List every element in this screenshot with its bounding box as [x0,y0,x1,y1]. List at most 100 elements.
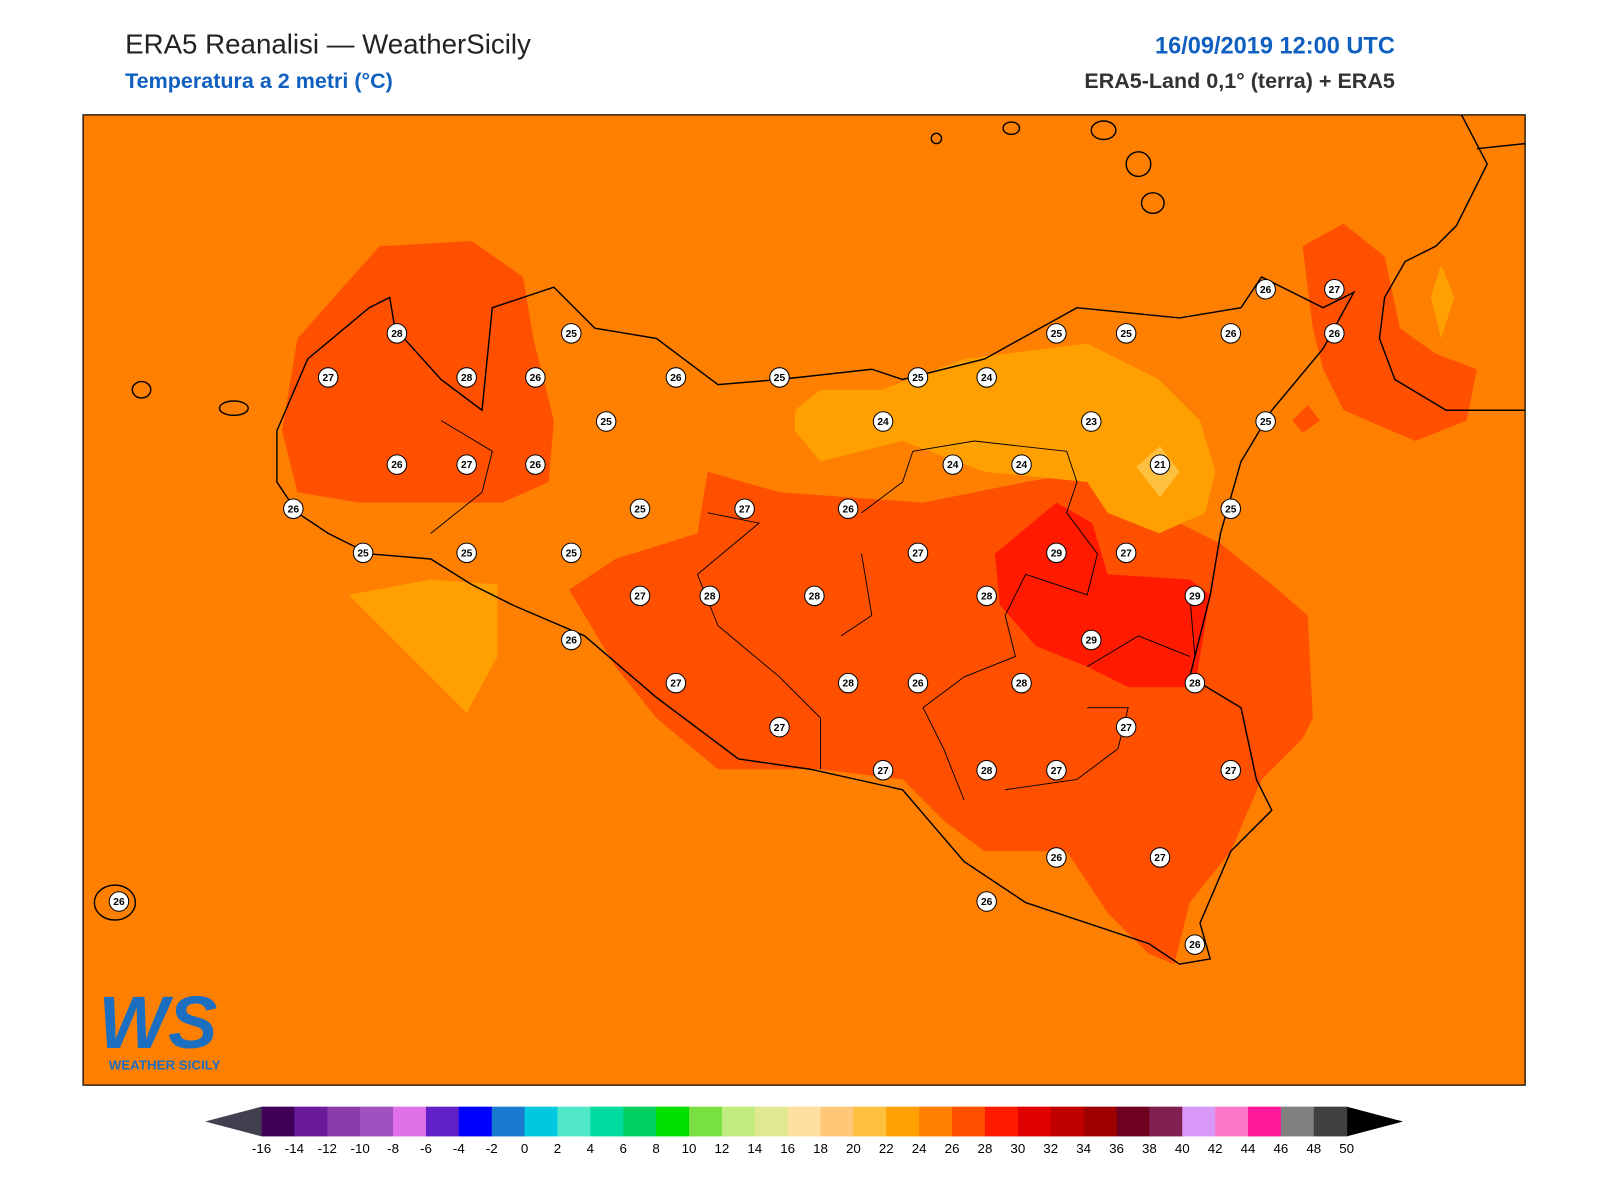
station: 26 [907,672,929,694]
station: 26 [976,891,997,912]
colorbar-tick-label: 44 [1241,1141,1256,1156]
station-marker [1184,672,1206,694]
colorbar-tick-label: -12 [318,1141,337,1156]
colorbar-tick-label: 26 [945,1141,960,1156]
station-marker [386,323,408,344]
colorbar-swatch [327,1106,361,1137]
station: 26 [561,629,582,651]
station: 27 [629,585,651,607]
station-value: 28 [981,591,993,602]
station-marker [629,498,651,519]
colorbar-swatch [886,1106,920,1137]
station: 27 [456,454,477,475]
station-marker [837,672,859,694]
colorbar-swatch [919,1106,953,1137]
station-marker [769,367,790,388]
colorbar-tick-label: -4 [453,1141,465,1156]
station: 26 [837,498,859,519]
station-value: 24 [1016,460,1028,471]
colorbar-swatch [1215,1106,1249,1137]
station-marker [561,542,582,564]
station-value: 26 [1051,853,1063,864]
station: 25 [907,367,929,388]
station-value: 25 [774,373,786,384]
colorbar: -16 -14 -12 -10 -8 -6 -4 -2 0 2 4 6 8 10 12 14 16 18 20 22 2… [205,1106,1404,1156]
colorbar-tick-label: 34 [1076,1141,1091,1156]
station-marker [386,454,408,475]
station-value: 26 [1189,940,1201,951]
station-value: 29 [1086,636,1098,647]
station-value: 27 [634,591,646,602]
station: 27 [907,542,929,564]
station-marker [907,367,929,388]
station-value: 25 [600,417,612,428]
colorbar-swatch [1149,1106,1183,1137]
station-value: 26 [391,460,403,471]
station-value: 25 [1260,417,1272,428]
station: 21 [1149,454,1171,475]
station: 26 [1324,323,1345,344]
stations: 28 25 27 28 26 26 25 25 26 27 26 26 25 25 25 25 27 26 25 24… [108,278,1345,955]
station-value: 27 [877,766,889,777]
colorbar-tick-label: 22 [879,1141,894,1156]
station-marker [1115,716,1137,738]
colorbar-tick-label: -8 [387,1141,399,1156]
station: 26 [1046,847,1067,868]
station-value: 27 [461,460,473,471]
station: 27 [1149,847,1171,868]
station: 25 [561,323,582,344]
station-value: 27 [1154,853,1166,864]
colorbar-tick-label: -10 [351,1141,370,1156]
colorbar-swatch [1017,1106,1052,1137]
station-marker [1184,585,1206,607]
station: 25 [1046,323,1067,344]
station-marker [1081,411,1102,432]
colorbar-tick-label: 40 [1175,1141,1190,1156]
colorbar-tick-label: 46 [1273,1141,1288,1156]
station-marker [976,759,997,781]
station-value: 24 [981,373,993,384]
station-marker [665,672,687,694]
colorbar-swatch [294,1106,328,1137]
colorbar-tick-label: -14 [285,1141,305,1156]
colorbar-tick-label: 50 [1339,1141,1354,1156]
station: 25 [1255,411,1276,432]
station-value: 24 [877,417,889,428]
station-marker [907,542,929,564]
station-value: 28 [843,679,855,690]
station-value: 25 [1120,329,1132,340]
colorbar-swatch [952,1106,986,1137]
station-marker [804,585,825,607]
station-marker [108,891,130,912]
station-marker [1046,323,1067,344]
station-value: 26 [566,636,578,647]
station-value: 26 [981,897,993,908]
station-marker [352,542,374,564]
station: 28 [976,585,997,607]
station-marker [629,585,651,607]
colorbar-tick-label: 32 [1043,1141,1058,1156]
station-marker [1011,454,1032,475]
station-value: 28 [461,373,473,384]
map-frame [82,114,1526,1086]
station: 24 [976,367,997,388]
colorbar-tick-label: 48 [1306,1141,1321,1156]
colorbar-swatch [1248,1106,1282,1137]
colorbar-swatch [590,1106,624,1137]
station-marker [1115,323,1137,344]
station-marker [976,891,997,912]
station-marker [561,629,582,651]
colorbar-swatch [656,1106,690,1137]
station-value: 25 [461,548,473,559]
station-marker [456,542,477,564]
colorbar-swatch [721,1106,756,1137]
station-value: 21 [1154,460,1166,471]
colorbar-tick-label: 42 [1208,1141,1223,1156]
datetime: 16/09/2019 12:00 UTC [1155,32,1395,58]
colorbar-tick-label: 28 [978,1141,993,1156]
station-value: 26 [843,504,855,515]
station-marker [1220,323,1242,344]
station: 24 [942,454,964,475]
colorbar-tick-label: 10 [682,1141,697,1156]
